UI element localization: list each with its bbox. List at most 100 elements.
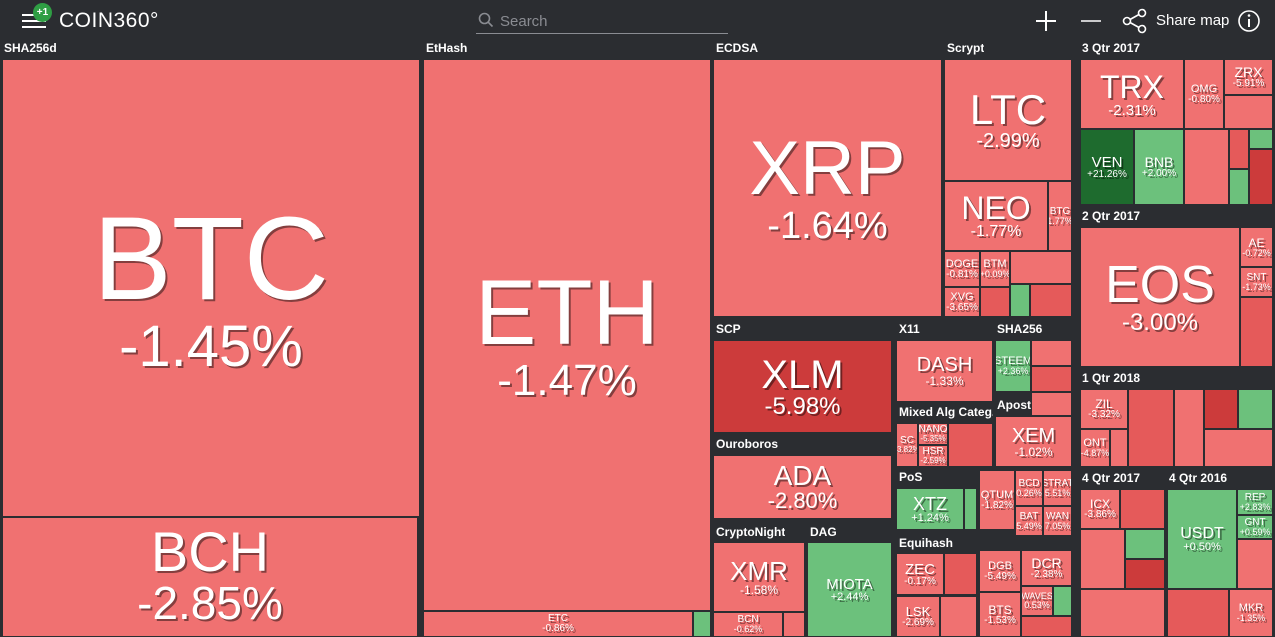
small-tiles[interactable]: [944, 553, 977, 595]
tile-qtum[interactable]: QTUM -1.82%: [979, 470, 1015, 530]
small-tiles[interactable]: [1249, 149, 1273, 205]
small-tiles[interactable]: [1238, 389, 1273, 429]
small-tiles[interactable]: [1030, 284, 1072, 317]
tile-xem[interactable]: XEM -1.02%: [995, 416, 1072, 467]
tile-ven[interactable]: VEN +21.26%: [1080, 129, 1134, 205]
small-tiles[interactable]: [693, 611, 711, 637]
small-tiles[interactable]: [948, 423, 993, 467]
small-tiles[interactable]: [1229, 169, 1249, 205]
symbol: BAT: [1019, 510, 1039, 522]
tile-xlm[interactable]: XLM -5.98%: [713, 340, 892, 433]
tile-xmr[interactable]: XMR -1.58%: [713, 542, 805, 612]
tile-neo[interactable]: NEO -1.77%: [944, 181, 1048, 251]
tile-zil[interactable]: ZIL -3.32%: [1080, 389, 1128, 429]
tile-bch[interactable]: BCH -2.85%: [2, 517, 418, 637]
tile-miota[interactable]: MIOTA +2.44%: [807, 542, 892, 637]
small-tiles[interactable]: [1031, 340, 1072, 366]
search-box[interactable]: [476, 8, 728, 34]
small-tiles[interactable]: [1229, 129, 1249, 169]
small-tiles[interactable]: [964, 488, 977, 530]
small-tiles[interactable]: [1174, 389, 1204, 467]
small-tiles[interactable]: [1249, 129, 1273, 149]
tile-zec[interactable]: ZEC -0.17%: [896, 553, 944, 595]
tile-sc[interactable]: SC -3.82%: [896, 423, 918, 467]
small-tiles[interactable]: [1237, 539, 1273, 589]
tile-ada[interactable]: ADA -2.80%: [713, 455, 892, 519]
small-tiles[interactable]: [1125, 559, 1165, 589]
small-tiles[interactable]: [1204, 429, 1273, 467]
tile-steem[interactable]: STEEM +2.36%: [995, 340, 1031, 392]
small-tiles[interactable]: [1110, 429, 1128, 467]
tile-gnt[interactable]: GNT +0.59%: [1237, 515, 1273, 539]
tile-strat[interactable]: STRAT 5.51%: [1043, 470, 1072, 506]
share-icon[interactable]: [1122, 8, 1148, 34]
small-tiles[interactable]: [1128, 389, 1174, 467]
symbol: USDT: [1180, 524, 1224, 542]
small-tiles[interactable]: [980, 287, 1010, 317]
tile-snt[interactable]: SNT -1.73%: [1240, 267, 1273, 297]
tile-nano[interactable]: NANO -5.35%: [918, 423, 948, 445]
tile-rep[interactable]: REP +2.83%: [1237, 489, 1273, 515]
symbol: BNB: [1144, 154, 1174, 170]
info-icon[interactable]: [1237, 8, 1261, 34]
tile-usdt[interactable]: USDT +0.50%: [1167, 489, 1237, 589]
tile-zrx[interactable]: ZRX -5.91%: [1224, 59, 1273, 95]
small-tiles[interactable]: [940, 596, 977, 637]
small-tiles[interactable]: [783, 612, 805, 637]
tile-eth[interactable]: ETH -1.47%: [423, 59, 711, 611]
small-tiles[interactable]: [1204, 389, 1238, 429]
small-tiles[interactable]: [1031, 366, 1072, 392]
tile-ont[interactable]: ONT -4.87%: [1080, 429, 1110, 467]
tile-xtz[interactable]: XTZ +1.24%: [896, 488, 964, 530]
tile-dgb[interactable]: DGB -5.49%: [979, 550, 1021, 592]
search-input[interactable]: [500, 11, 720, 31]
tile-bcn[interactable]: BCN -0.62%: [713, 612, 783, 637]
small-tiles[interactable]: [1184, 129, 1229, 205]
change: +21.26%: [1087, 168, 1127, 180]
tile-xrp[interactable]: XRP -1.64%: [713, 59, 942, 317]
small-tiles[interactable]: [1010, 251, 1072, 284]
tile-mkr[interactable]: MKR -1.35%: [1229, 589, 1273, 637]
plus-icon[interactable]: [1034, 8, 1058, 34]
small-tiles[interactable]: [1010, 284, 1030, 317]
tile-eos[interactable]: EOS -3.00%: [1080, 227, 1240, 367]
symbol: XTZ: [913, 493, 947, 514]
minus-icon[interactable]: [1079, 8, 1103, 34]
tile-ae[interactable]: AE -0.72%: [1240, 227, 1273, 267]
tile-xvg[interactable]: XVG -3.65%: [944, 287, 980, 317]
tile-icx[interactable]: ICX -3.86%: [1080, 489, 1120, 529]
tile-omg[interactable]: OMG -0.80%: [1184, 59, 1224, 129]
small-tiles[interactable]: [1080, 589, 1165, 637]
small-tiles[interactable]: [1080, 529, 1125, 589]
tile-bat[interactable]: BAT 5.49%: [1015, 506, 1043, 536]
logo[interactable]: COIN360°: [59, 9, 159, 32]
tile-etc[interactable]: ETC -0.86%: [423, 611, 693, 637]
small-tiles[interactable]: [1240, 297, 1273, 367]
tile-btg[interactable]: BTG 1.77%: [1048, 181, 1072, 251]
tile-bts[interactable]: BTS -1.53%: [979, 592, 1021, 637]
small-tiles[interactable]: [1053, 586, 1072, 616]
share-map-label[interactable]: Share map: [1156, 12, 1230, 29]
tile-dash[interactable]: DASH -1.33%: [896, 340, 993, 402]
notification-badge[interactable]: +1: [33, 3, 52, 22]
tile-btc[interactable]: BTC -1.45%: [2, 59, 420, 517]
small-tiles[interactable]: [1021, 616, 1072, 637]
tile-trx[interactable]: TRX -2.31%: [1080, 59, 1184, 129]
symbol: VEN: [1091, 153, 1123, 171]
small-tiles[interactable]: [1167, 589, 1229, 637]
tile-dcr[interactable]: DCR -2.38%: [1021, 550, 1072, 586]
small-tiles[interactable]: [1224, 95, 1273, 129]
tile-doge[interactable]: DOGE -0.81%: [944, 251, 980, 287]
tile-wan[interactable]: WAN 7.05%: [1043, 506, 1072, 536]
tile-bcd[interactable]: BCD 0.26%: [1015, 470, 1043, 506]
tile-waves[interactable]: WAVES 0.53%: [1021, 586, 1053, 616]
small-tiles[interactable]: [1031, 392, 1072, 416]
tile-bnb[interactable]: BNB +2.00%: [1134, 129, 1184, 205]
small-tiles[interactable]: [1125, 529, 1165, 559]
tile-hsr[interactable]: HSR -2.59%: [918, 445, 948, 467]
symbol: ETC: [548, 613, 568, 624]
tile-ltc[interactable]: LTC -2.99%: [944, 59, 1072, 181]
tile-btm[interactable]: BTM +0.09%: [980, 251, 1010, 287]
tile-lsk[interactable]: LSK -2.69%: [896, 596, 940, 637]
small-tiles[interactable]: [1120, 489, 1165, 529]
